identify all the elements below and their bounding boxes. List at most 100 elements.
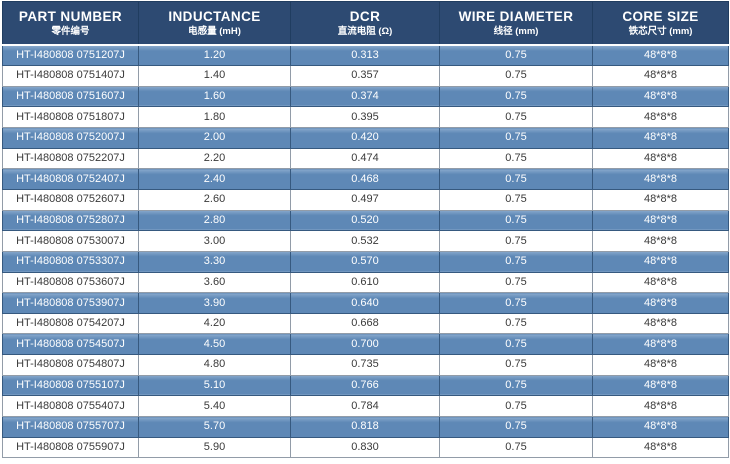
dcr-cell: 0.357	[290, 65, 440, 87]
inductance-cell: 2.40	[138, 168, 291, 190]
wire-diameter-cell: 0.75	[439, 106, 593, 129]
part-number-cell: HT-I480808 0753607J	[2, 271, 139, 294]
part-number-cell: HT-I480808 0752207J	[2, 147, 139, 170]
wire-diameter-cell: 0.75	[439, 250, 593, 273]
column-header-en-label: DCR	[349, 8, 381, 24]
table-row: HT-I480808 0752407J 2.40 0.468 0.75 48*8*8	[2, 168, 729, 190]
column-header-cn-label: 线径 (mm)	[493, 25, 539, 37]
table-row: HT-I480808 0755707J 5.70 0.818 0.75 48*8*8	[2, 416, 729, 438]
wire-diameter-cell: 0.75	[439, 230, 593, 252]
part-number-cell: HT-I480808 0753307J	[2, 250, 139, 273]
dcr-cell: 0.313	[290, 44, 440, 67]
dcr-cell: 0.395	[290, 106, 440, 129]
wire-diameter-cell: 0.75	[439, 147, 593, 170]
table-row: HT-I480808 0751607J 1.60 0.374 0.75 48*8*8	[2, 85, 729, 108]
inductance-cell: 2.60	[138, 188, 291, 211]
core-size-cell: 48*8*8	[592, 292, 729, 314]
table-row: HT-I480808 0755407J 5.40 0.784 0.75 48*8*8	[2, 395, 729, 418]
core-size-cell: 48*8*8	[592, 250, 729, 273]
core-size-cell: 48*8*8	[592, 230, 729, 252]
part-number-cell: HT-I480808 0752407J	[2, 168, 139, 190]
core-size-cell: 48*8*8	[592, 271, 729, 294]
wire-diameter-cell: 0.75	[439, 271, 593, 294]
column-header-core-size: CORE SIZE 铁芯尺寸 (mm)	[592, 1, 729, 46]
table-row: HT-I480808 0752007J 2.00 0.420 0.75 48*8*8	[2, 127, 729, 149]
table-row: HT-I480808 0752207J 2.20 0.474 0.75 48*8*8	[2, 147, 729, 170]
core-size-cell: 48*8*8	[592, 374, 729, 397]
table-row: HT-I480808 0751407J 1.40 0.357 0.75 48*8*8	[2, 65, 729, 87]
wire-diameter-cell: 0.75	[439, 436, 593, 459]
dcr-cell: 0.668	[290, 312, 440, 335]
table-row: HT-I480808 0753607J 3.60 0.610 0.75 48*8*8	[2, 271, 729, 294]
column-header-dcr: DCR 直流电阻 (Ω)	[290, 1, 440, 46]
inductance-cell: 4.50	[138, 333, 291, 356]
part-number-cell: HT-I480808 0751807J	[2, 106, 139, 129]
core-size-cell: 48*8*8	[592, 209, 729, 232]
inductance-cell: 5.40	[138, 395, 291, 418]
core-size-cell: 48*8*8	[592, 188, 729, 211]
wire-diameter-cell: 0.75	[439, 168, 593, 190]
part-number-cell: HT-I480808 0752607J	[2, 188, 139, 211]
inductance-cell: 5.70	[138, 416, 291, 438]
table-row: HT-I480808 0755907J 5.90 0.830 0.75 48*8*8	[2, 436, 729, 459]
column-header-en-label: CORE SIZE	[622, 8, 699, 24]
wire-diameter-cell: 0.75	[439, 65, 593, 87]
column-header-en-label: INDUCTANCE	[168, 8, 261, 24]
column-header-en-label: PART NUMBER	[18, 8, 123, 24]
wire-diameter-cell: 0.75	[439, 416, 593, 438]
inductance-cell: 5.90	[138, 436, 291, 459]
wire-diameter-cell: 0.75	[439, 395, 593, 418]
table-row: HT-I480808 0752607J 2.60 0.497 0.75 48*8*8	[2, 188, 729, 211]
inductance-cell: 3.90	[138, 292, 291, 314]
column-header-cn-label: 零件编号	[51, 25, 90, 37]
table-row: HT-I480808 0753007J 3.00 0.532 0.75 48*8*8	[2, 230, 729, 252]
inductance-cell: 2.00	[138, 127, 291, 149]
core-size-cell: 48*8*8	[592, 168, 729, 190]
core-size-cell: 48*8*8	[592, 106, 729, 129]
inductance-cell: 4.20	[138, 312, 291, 335]
inductance-cell: 1.80	[138, 106, 291, 129]
table-header: PART NUMBER 零件编号 INDUCTANCE 电感量 (mH) DCR…	[2, 1, 729, 46]
core-size-cell: 48*8*8	[592, 416, 729, 438]
part-number-cell: HT-I480808 0752007J	[2, 127, 139, 149]
dcr-cell: 0.640	[290, 292, 440, 314]
part-number-cell: HT-I480808 0752807J	[2, 209, 139, 232]
dcr-cell: 0.374	[290, 85, 440, 108]
core-size-cell: 48*8*8	[592, 85, 729, 108]
inductance-cell: 5.10	[138, 374, 291, 397]
inductance-cell: 1.40	[138, 65, 291, 87]
part-number-cell: HT-I480808 0755707J	[2, 416, 139, 438]
wire-diameter-cell: 0.75	[439, 44, 593, 67]
column-header-wire-diameter: WIRE DIAMETER 线径 (mm)	[439, 1, 593, 46]
part-number-cell: HT-I480808 0751607J	[2, 85, 139, 108]
table-row: HT-I480808 0754807J 4.80 0.735 0.75 48*8*8	[2, 354, 729, 376]
inductance-cell: 3.00	[138, 230, 291, 252]
core-size-cell: 48*8*8	[592, 312, 729, 335]
inductance-cell: 3.30	[138, 250, 291, 273]
wire-diameter-cell: 0.75	[439, 312, 593, 335]
wire-diameter-cell: 0.75	[439, 292, 593, 314]
dcr-cell: 0.700	[290, 333, 440, 356]
part-number-cell: HT-I480808 0754807J	[2, 354, 139, 376]
table-row: HT-I480808 0751207J 1.20 0.313 0.75 48*8*8	[2, 44, 729, 67]
dcr-cell: 0.830	[290, 436, 440, 459]
part-number-cell: HT-I480808 0753907J	[2, 292, 139, 314]
core-size-cell: 48*8*8	[592, 147, 729, 170]
column-header-part-number: PART NUMBER 零件编号	[2, 1, 139, 46]
inductance-cell: 4.80	[138, 354, 291, 376]
inductance-cell: 2.80	[138, 209, 291, 232]
column-header-cn-label: 铁芯尺寸 (mm)	[628, 25, 693, 37]
part-number-cell: HT-I480808 0755407J	[2, 395, 139, 418]
core-size-cell: 48*8*8	[592, 395, 729, 418]
inductance-cell: 2.20	[138, 147, 291, 170]
dcr-cell: 0.420	[290, 127, 440, 149]
header-row: PART NUMBER 零件编号 INDUCTANCE 电感量 (mH) DCR…	[2, 1, 729, 46]
column-header-en-label: WIRE DIAMETER	[458, 8, 574, 24]
part-number-cell: HT-I480808 0754207J	[2, 312, 139, 335]
table-row: HT-I480808 0754207J 4.20 0.668 0.75 48*8*8	[2, 312, 729, 335]
wire-diameter-cell: 0.75	[439, 354, 593, 376]
part-number-cell: HT-I480808 0753007J	[2, 230, 139, 252]
wire-diameter-cell: 0.75	[439, 333, 593, 356]
table-row: HT-I480808 0751807J 1.80 0.395 0.75 48*8*8	[2, 106, 729, 129]
